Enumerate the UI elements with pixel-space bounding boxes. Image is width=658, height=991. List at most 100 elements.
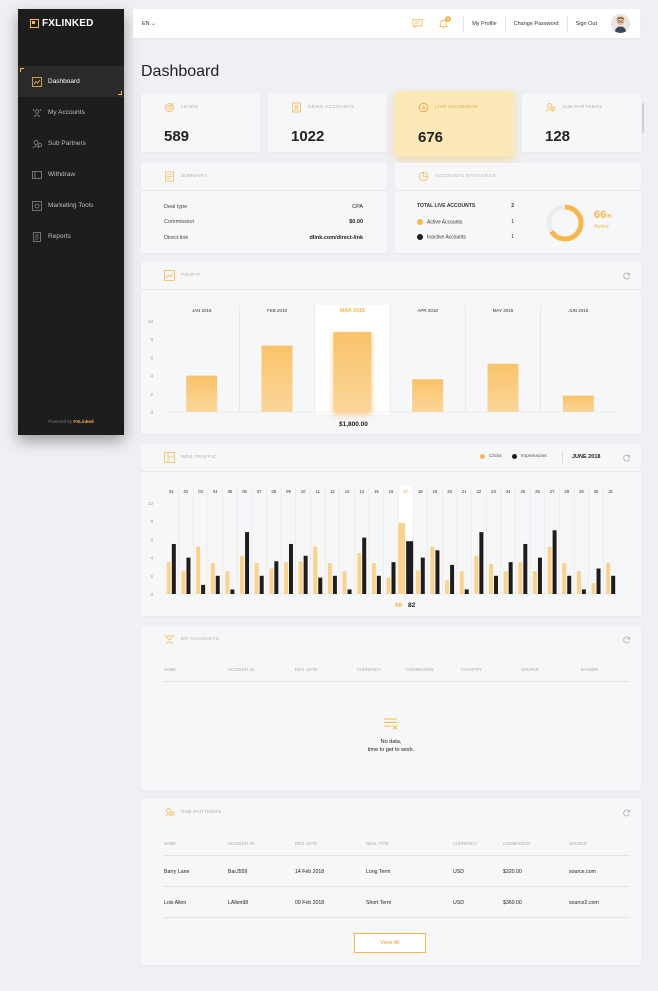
x-tick-label: 21	[462, 489, 467, 494]
column-header[interactable]: COUNTRY	[461, 667, 482, 672]
profit-bar	[562, 395, 594, 412]
summary-key: Deal type	[164, 204, 188, 210]
stat-card-leads[interactable]: LEADS 589	[141, 94, 260, 152]
column-header[interactable]: ACCOUNT ID	[228, 667, 254, 672]
direct-link[interactable]: dlink.com/direct-link	[309, 235, 363, 241]
column-header[interactable]: DEAL TYPE	[366, 841, 389, 846]
total-live-value: 2	[511, 203, 514, 209]
column-header[interactable]: NAME	[164, 667, 177, 672]
reports-icon	[31, 231, 42, 242]
sidebar-item-sub-partners[interactable]: Sub Partners	[18, 128, 124, 159]
refresh-icon[interactable]	[623, 454, 631, 462]
column-header[interactable]: SOURCE	[569, 841, 587, 846]
x-tick-label: MAR 2018	[340, 308, 365, 314]
clicks-bar	[591, 583, 596, 594]
column-header[interactable]: REG. DATE	[295, 667, 318, 672]
impressions-bar	[596, 568, 601, 594]
sidebar-item-withdraw[interactable]: Withdraw	[18, 159, 124, 190]
impressions-bar	[303, 555, 308, 594]
clicks-bar	[357, 553, 362, 594]
legend-clicks-swatch	[480, 454, 485, 459]
legend-clicks: Clicks	[489, 454, 502, 459]
chart-line-icon	[31, 76, 42, 87]
sidebar-item-reports[interactable]: Reports	[18, 221, 124, 252]
sidebar-item-dashboard[interactable]: Dashboard	[18, 66, 124, 97]
language-selector[interactable]: EN ⌄	[142, 20, 156, 27]
refresh-icon[interactable]	[623, 809, 631, 817]
cell-source[interactable]: source.com	[569, 869, 596, 875]
column-header[interactable]: CURRENCY	[357, 667, 381, 672]
stat-card-sub-partners[interactable]: SUB PARTNERS 128	[522, 94, 641, 152]
clicks-bar	[254, 563, 259, 594]
stat-value: 589	[164, 128, 190, 145]
refresh-icon[interactable]	[623, 636, 631, 644]
brand-logo[interactable]: FXLINKED	[30, 18, 94, 29]
clicks-bar	[576, 571, 581, 594]
cell-commission: $320.00	[503, 869, 522, 875]
messages-icon[interactable]	[411, 18, 423, 30]
cell-currency: USD	[453, 900, 464, 906]
x-tick-label: 06	[242, 489, 247, 494]
notification-badge: 1	[445, 15, 452, 22]
sidebar-item-my-accounts[interactable]: My Accounts	[18, 97, 124, 128]
column-header[interactable]: COMMISSION	[406, 667, 434, 672]
stat-card-live-accounts[interactable]: A LIVE ACCOUNTS 676	[395, 91, 514, 156]
powered-brand[interactable]: FXLinked	[73, 419, 94, 424]
sidebar-item-label: Sub Partners	[48, 140, 86, 147]
x-tick-label: 20	[447, 489, 452, 494]
empty-state-message: No data, time to get to work.	[141, 738, 641, 754]
clicks-bar	[298, 561, 303, 594]
y-tick-label: 6	[150, 537, 153, 542]
legend-impressions-swatch	[511, 454, 517, 459]
impressions-bar	[376, 575, 381, 594]
column-header[interactable]: SOURCE	[521, 667, 539, 672]
clicks-bar	[489, 563, 494, 594]
impressions-bar	[508, 562, 513, 594]
demo-account-icon	[292, 102, 301, 113]
y-tick-label: 6	[150, 355, 153, 360]
impressions-bar	[245, 532, 250, 594]
view-all-button[interactable]: View All	[354, 933, 426, 953]
sidebar-item-marketing-tools[interactable]: Marketing Tools	[18, 190, 124, 221]
column-header[interactable]: COMMISSION	[503, 841, 531, 846]
impressions-bar	[332, 575, 337, 594]
impressions-bar	[479, 532, 484, 594]
y-tick-label: 2	[150, 392, 153, 397]
active-percent: 66%	[594, 209, 612, 221]
sign-out-link[interactable]: Sign Out	[566, 16, 605, 31]
avatar[interactable]	[611, 14, 630, 33]
empty-line-1: No data,	[380, 739, 402, 745]
inactive-accounts-row: Inactive Accounts 1	[417, 234, 514, 240]
stat-card-demo-accounts[interactable]: DEMO ACCOUNTS 1022	[268, 94, 387, 152]
x-tick-label: 08	[272, 489, 277, 494]
column-header[interactable]: ACCOUNT ID	[228, 841, 254, 846]
stat-value: 676	[418, 129, 444, 146]
change-password-link[interactable]: Change Password	[504, 16, 567, 31]
accounts-statistics-card: ACCOUNTS STATISTICS TOTAL LIVE ACCOUNTS 2…	[395, 163, 641, 253]
cell-source[interactable]: source2.com	[569, 900, 599, 906]
scrollbar-thumb[interactable]	[642, 103, 644, 133]
y-tick-label: 2	[150, 574, 153, 579]
legend-impressions: Impressions	[520, 454, 547, 459]
column-header[interactable]: BANNER	[581, 667, 599, 672]
refresh-icon[interactable]	[623, 272, 631, 280]
column-header[interactable]: CURRENCY	[453, 841, 477, 846]
y-tick-label: 8	[150, 337, 153, 342]
cell-reg-date: 09 Feb 2018	[295, 900, 325, 906]
x-tick-label: 28	[564, 489, 569, 494]
x-tick-label: 25	[520, 489, 525, 494]
impressions-bar	[230, 589, 235, 594]
bell-icon[interactable]: 1	[437, 15, 452, 30]
profit-selected-value: $1,800.00	[339, 421, 368, 428]
x-tick-label: APR 2018	[417, 308, 438, 313]
pie-chart-icon	[418, 171, 429, 182]
y-tick-label: 0	[150, 592, 153, 597]
active-value: 1	[511, 219, 514, 226]
my-profile-link[interactable]: My Profile	[463, 16, 504, 31]
clicks-bar	[562, 563, 567, 594]
impressions-bar	[611, 575, 616, 594]
column-header[interactable]: REG. DATE	[295, 841, 318, 846]
clicks-bar	[430, 546, 435, 594]
traffic-month-selector[interactable]: JUNE 2018	[572, 454, 601, 460]
column-header[interactable]: NAME	[164, 841, 177, 846]
